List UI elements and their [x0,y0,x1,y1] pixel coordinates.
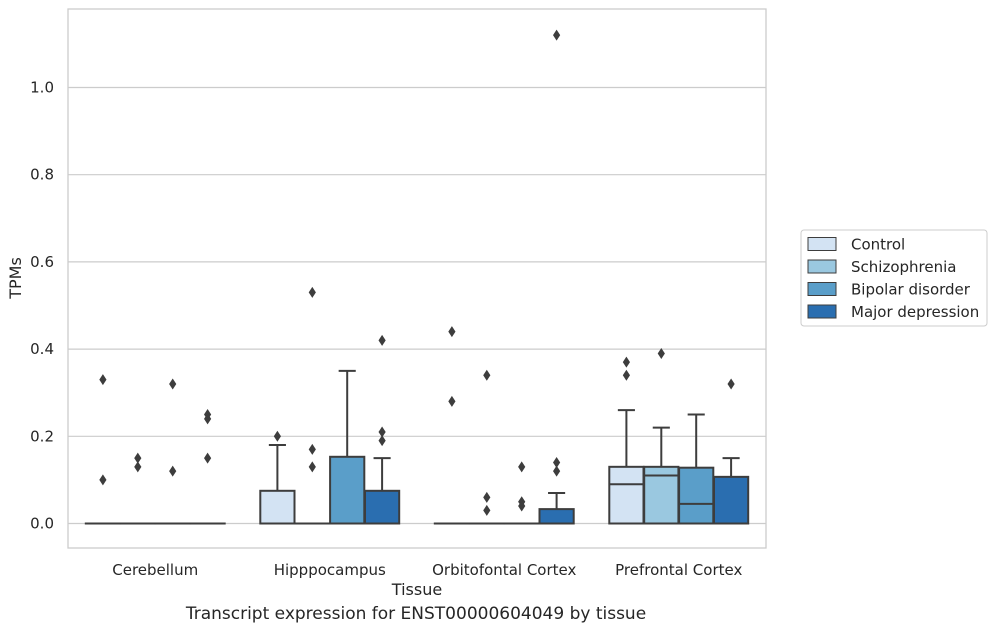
legend-label: Major depression [851,303,979,321]
legend-frame [800,229,988,327]
outlier-point [518,461,526,473]
y-tick-label: 0.8 [30,166,54,184]
box-schizophrenia [643,347,680,525]
box-schizophrenia [294,286,331,525]
box-body [608,465,645,525]
outlier-point [204,413,212,425]
outlier-point [378,435,386,447]
box-bipolar-disorder [154,378,191,525]
x-tick-label: Cerebellum [112,561,198,579]
box-control [608,356,645,525]
outlier-point [622,369,630,381]
y-tick-label: 0.0 [30,515,54,533]
outlier-point [134,452,142,464]
y-tick-label: 0.6 [30,253,54,271]
legend-swatch [807,259,837,274]
outlier-point [204,452,212,464]
x-tick-label: Hipppocampus [274,561,386,579]
y-tick-label: 1.0 [30,79,54,97]
outlier-point [483,504,491,516]
outlier-point [378,334,386,346]
outlier-point [483,491,491,503]
outlier-point [99,474,107,486]
box-body [259,489,296,525]
outlier-point [553,465,561,477]
box-control [259,430,296,525]
y-axis-label: TPMs [6,257,25,300]
outlier-point [308,461,316,473]
x-tick-label: Prefrontal Cortex [615,561,742,579]
outlier-point [99,374,107,386]
outlier-point [169,378,177,390]
plot-frame [67,8,767,549]
outlier-point [483,369,491,381]
box-major-depression [712,378,750,525]
x-axis-label: Tissue [391,580,442,599]
box-body [329,455,366,525]
legend-label: Bipolar disorder [851,281,971,299]
outlier-point [727,378,735,390]
legend-swatch [807,304,837,319]
legend-label: Control [851,236,905,254]
outlier-point [378,426,386,438]
y-tick-labels: 0.0 0.2 0.4 0.6 0.8 1.0 [30,79,54,533]
box-bipolar-disorder [329,369,366,525]
box-control [84,374,122,525]
outlier-point [308,443,316,455]
box-schizophrenia [468,369,505,525]
outlier-point [134,461,142,473]
x-tick-label: Orbitofontal Cortex [432,561,576,579]
outlier-point [622,356,630,368]
y-tick-label: 0.2 [30,427,54,445]
x-tick-labels: Cerebellum Hipppocampus Orbitofontal Corte… [112,561,742,579]
outlier-point [553,456,561,468]
outlier-point [448,395,456,407]
legend: Control Schizophrenia Bipolar disorder Majo… [800,229,988,327]
outlier-point [448,326,456,338]
outlier-point [308,286,316,298]
outlier-point [518,500,526,512]
outlier-point [273,430,281,442]
box-major-depression [363,334,401,525]
box-bipolar-disorder [503,461,540,525]
box-major-depression [538,29,575,525]
box-body [678,466,715,525]
box-body [538,508,575,525]
legend-label: Schizophrenia [851,258,956,276]
boxes [84,29,750,525]
legend-swatch [807,282,837,296]
legend-items: Control Schizophrenia Bipolar disorder Majo… [807,236,979,321]
box-major-depression [189,409,226,525]
y-tick-label: 0.4 [30,340,54,358]
box-schizophrenia [119,452,156,525]
legend-swatch [807,237,837,251]
box-body [363,489,401,525]
box-control [433,326,471,525]
outlier-point [169,465,177,477]
figure-caption: Transcript expression for ENST0000060404… [185,604,647,624]
outlier-point [657,347,665,359]
box-bipolar-disorder [678,413,715,525]
box-body [712,475,750,525]
outlier-point [553,29,561,41]
